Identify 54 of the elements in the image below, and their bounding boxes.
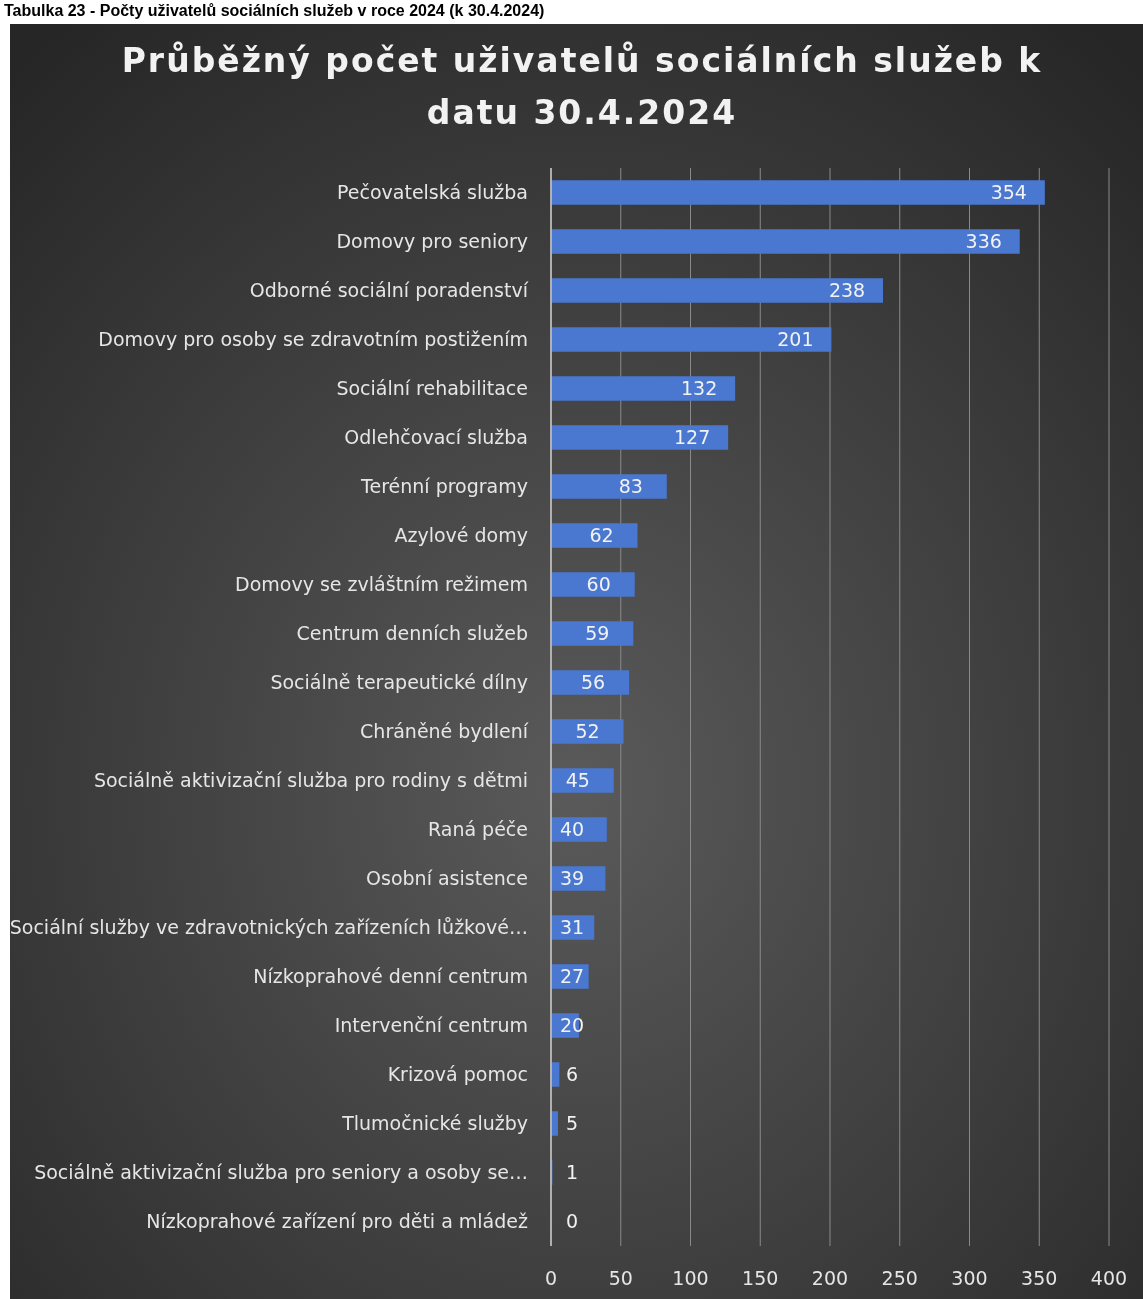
- data-label: 60: [586, 573, 611, 596]
- chart-title: Průběžný počet uživatelů sociálních služeb k datu 30.4.2024: [121, 41, 1043, 132]
- data-label: 83: [618, 475, 643, 498]
- data-label: 56: [581, 671, 606, 694]
- x-tick-label: 350: [1021, 1267, 1058, 1289]
- y-tick-label: Nízkoprahové zařízení pro děti a mládež: [146, 1210, 529, 1233]
- x-tick-label: 50: [608, 1267, 633, 1289]
- data-label: 201: [777, 328, 814, 351]
- y-tick-label: Sociálně aktivizační služba pro rodiny s dětmi: [93, 769, 528, 792]
- y-tick-label: Intervenční centrum: [334, 1014, 528, 1037]
- text: Tabulka 23 - Počty uživatelů sociálních služeb v roce 2024 (k 30.4.2024): [4, 2, 545, 19]
- y-tick-label: Tlumočnické služby: [341, 1112, 528, 1135]
- y-tick-label: Sociální služby ve zdravotnických zařízeních lůžkové…: [9, 916, 528, 939]
- y-tick-label: Terénní programy: [360, 475, 528, 498]
- data-label: 5: [565, 1112, 579, 1135]
- y-tick-label: Sociálně terapeutické dílny: [270, 671, 528, 694]
- x-tick-label: 250: [881, 1267, 918, 1289]
- y-tick-label: Odborné sociální poradenství: [249, 279, 529, 302]
- data-label: 0: [565, 1210, 579, 1233]
- data-label: 40: [559, 818, 585, 841]
- data-label: 238: [828, 279, 866, 302]
- data-label: 127: [674, 426, 711, 449]
- x-tick-label: 400: [1090, 1267, 1128, 1289]
- y-tick-label: Azylové domy: [394, 524, 528, 547]
- data-label: 31: [559, 916, 585, 939]
- y-tick-label: Odlehčovací služba: [344, 426, 528, 449]
- y-tick-label: Chráněné bydlení: [360, 720, 529, 743]
- y-tick-label: Domovy pro seniory: [336, 230, 528, 253]
- x-tick-label: 200: [811, 1267, 849, 1289]
- data-label: 62: [589, 524, 614, 547]
- y-tick-label: Pečovatelská služba: [337, 181, 528, 204]
- y-tick-label: Domovy se zvláštním režimem: [235, 573, 528, 596]
- data-label: 336: [965, 230, 1002, 253]
- x-tick-label: 100: [672, 1267, 709, 1289]
- x-tick-label: 150: [742, 1267, 779, 1289]
- data-label: 39: [559, 867, 585, 890]
- y-tick-label: Centrum denních služeb: [296, 622, 528, 645]
- y-tick-label: Nízkoprahové denní centrum: [253, 965, 528, 988]
- data-label: 45: [565, 769, 590, 792]
- data-label: 6: [565, 1063, 579, 1086]
- data-label: 27: [559, 965, 585, 988]
- data-label: 59: [585, 622, 610, 645]
- x-tick-label: 300: [951, 1267, 988, 1289]
- y-tick-label: Sociálně aktivizační služba pro seniory a osoby se…: [34, 1161, 528, 1184]
- y-tick-label: Raná péče: [427, 818, 528, 841]
- y-tick-label: Domovy pro osoby se zdravotním postižením: [98, 328, 528, 351]
- x-tick-label: 0: [544, 1267, 558, 1289]
- y-tick-label: Sociální rehabilitace: [336, 377, 528, 400]
- data-label: 52: [575, 720, 600, 743]
- data-label: 354: [990, 181, 1027, 204]
- data-label: 132: [681, 377, 718, 400]
- y-tick-label: Osobní asistence: [366, 867, 528, 890]
- y-tick-label: Krizová pomoc: [387, 1063, 528, 1086]
- data-label: 1: [565, 1161, 579, 1184]
